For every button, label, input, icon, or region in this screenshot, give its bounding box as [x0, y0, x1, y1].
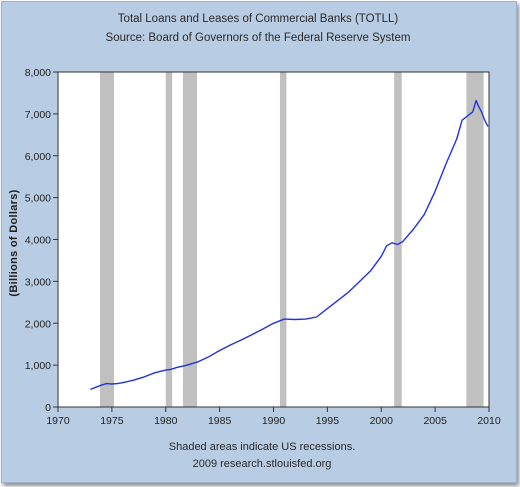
- y-tick-label-2,000: 2,000: [25, 318, 51, 330]
- x-tick-label-1985: 1985: [208, 415, 232, 427]
- x-tick-label-1980: 1980: [154, 415, 178, 427]
- x-tick-label-2000: 2000: [370, 415, 394, 427]
- series-line-1: [90, 99, 489, 391]
- y-tick-label-4,000: 4,000: [25, 235, 51, 247]
- footer-note: Shaded areas indicate US recessions.: [169, 441, 356, 453]
- y-tick-label-7,000: 7,000: [25, 109, 51, 121]
- x-tick-label-1995: 1995: [316, 415, 340, 427]
- chart-title: Total Loans and Leases of Commercial Ban…: [118, 13, 399, 25]
- recession-band-4: [279, 72, 287, 407]
- x-tick-label-1990: 1990: [262, 415, 286, 427]
- y-tick-label-0: 0: [45, 402, 51, 414]
- recession-band-3: [182, 72, 197, 407]
- x-tick-label-2005: 2005: [423, 415, 447, 427]
- y-tick-label-8,000: 8,000: [25, 67, 51, 79]
- x-tick-label-1975: 1975: [100, 415, 124, 427]
- recession-band-6: [466, 72, 484, 407]
- recession-band-5: [394, 72, 402, 407]
- footer-source: 2009 research.stlouisfed.org: [193, 458, 332, 470]
- y-tick-label-5,000: 5,000: [25, 193, 51, 205]
- y-axis-label: (Billions of Dollars): [8, 189, 20, 296]
- x-tick-label-2010: 2010: [477, 415, 501, 427]
- y-tick-label-3,000: 3,000: [25, 276, 51, 288]
- y-tick-label-1,000: 1,000: [25, 360, 51, 372]
- recession-band-1: [100, 72, 115, 407]
- recession-band-2: [165, 72, 173, 407]
- y-tick-label-6,000: 6,000: [25, 151, 51, 163]
- plot-area: [57, 71, 490, 408]
- x-tick-label-1970: 1970: [46, 415, 70, 427]
- chart-subtitle: Source: Board of Governors of the Federa…: [106, 32, 411, 44]
